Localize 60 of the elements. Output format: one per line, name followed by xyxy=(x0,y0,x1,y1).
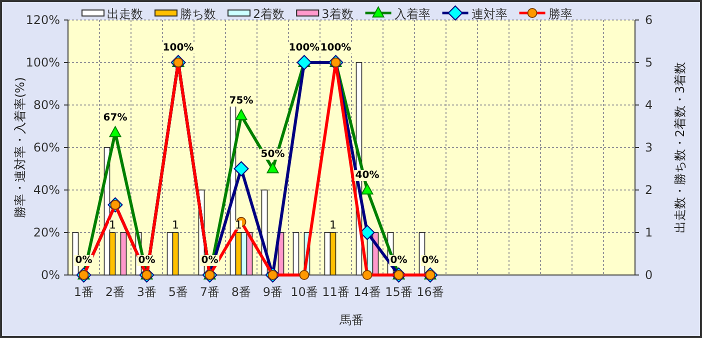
x-tick-label: 7番 xyxy=(200,285,220,299)
legend-label: 入着率 xyxy=(394,7,430,21)
legend-label: 勝ち数 xyxy=(180,7,216,21)
point xyxy=(234,161,249,176)
x-axis-title: 馬番 xyxy=(338,313,364,327)
y-tick-label: 20% xyxy=(33,226,60,240)
data-label: 50% xyxy=(260,148,285,160)
data-label: 0% xyxy=(201,255,218,266)
y-tick-label: 80% xyxy=(33,98,60,112)
point xyxy=(235,109,248,120)
y-tick-label: 0% xyxy=(40,268,60,282)
x-tick-label: 15番 xyxy=(385,285,412,299)
y-tick-label: 100% xyxy=(26,56,60,70)
data-label: 100% xyxy=(162,42,194,54)
data-label: 0% xyxy=(390,255,408,266)
legend-label: 勝率 xyxy=(548,7,572,21)
legend-label: 2着数 xyxy=(253,7,285,21)
x-tick-label: 8番 xyxy=(231,285,252,299)
x-tick-label: 11番 xyxy=(322,285,350,299)
y-axis-title: 勝率・連対率・入着率(%) xyxy=(13,77,27,218)
legend-label: 連対率 xyxy=(471,7,508,21)
x-tick-label: 2番 xyxy=(105,285,126,299)
data-label: 0% xyxy=(138,255,156,266)
x-tick-label: 16番 xyxy=(416,285,444,299)
data-label: 1 xyxy=(172,218,179,232)
y2-axis-title: 出走数・勝ち数・2着数・3着数 xyxy=(673,62,687,234)
data-label: 100% xyxy=(288,42,320,54)
data-label: 1 xyxy=(109,218,116,232)
bar xyxy=(292,232,300,276)
x-tick-label: 5番 xyxy=(168,285,188,299)
point xyxy=(266,162,279,174)
y2-tick-label: 5 xyxy=(645,56,653,70)
x-tick-label: 3番 xyxy=(136,285,157,299)
y2-tick-label: 0 xyxy=(645,268,653,282)
point xyxy=(361,184,374,194)
y2-tick-label: 1 xyxy=(645,226,653,240)
y2-tick-label: 4 xyxy=(645,98,653,112)
data-label: 40% xyxy=(355,170,380,181)
point xyxy=(296,55,312,70)
data-label: 1 xyxy=(330,218,336,232)
y-tick-label: 120% xyxy=(26,13,60,27)
data-label: 67% xyxy=(103,112,128,124)
data-label: 0% xyxy=(422,255,439,266)
data-label: 100% xyxy=(320,42,352,54)
legend-label: 出走数 xyxy=(107,7,143,21)
data-label: 0% xyxy=(75,255,92,266)
legend-label: 3着数 xyxy=(322,7,354,21)
y2-tick-label: 2 xyxy=(645,183,653,197)
x-tick-label: 10番 xyxy=(290,285,318,299)
x-tick-label: 14番 xyxy=(354,285,381,299)
y2-tick-label: 3 xyxy=(645,140,653,154)
y-tick-label: 40% xyxy=(33,183,60,197)
y2-tick-label: 6 xyxy=(645,13,653,27)
x-tick-label: 9番 xyxy=(262,285,283,299)
y-tick-label: 60% xyxy=(33,140,60,154)
point xyxy=(109,126,122,138)
bar xyxy=(120,232,127,276)
data-label: 75% xyxy=(229,96,254,107)
x-tick-label: 1番 xyxy=(74,285,94,299)
data-label: 1 xyxy=(235,218,242,232)
